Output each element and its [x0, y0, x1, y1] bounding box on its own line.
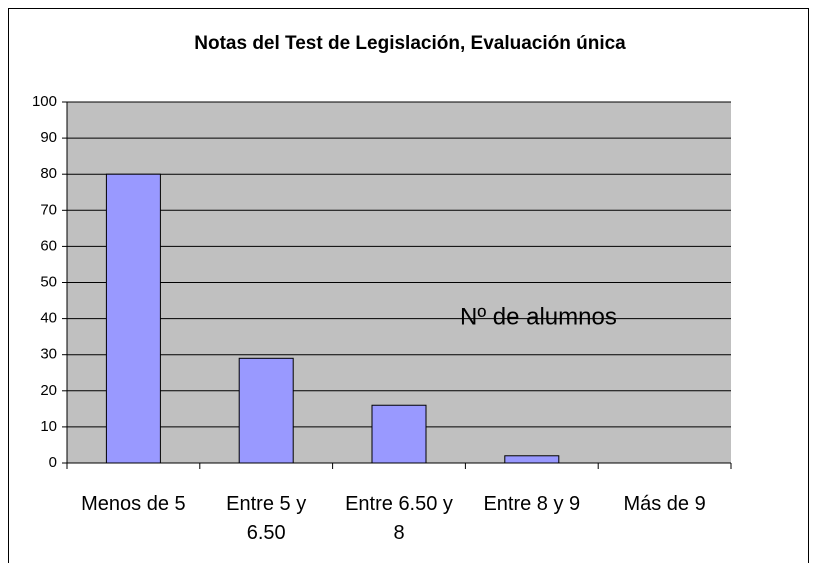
y-tick-label: 20: [40, 382, 57, 399]
y-tick-label: 0: [49, 454, 57, 471]
y-tick-label: 70: [40, 201, 57, 218]
bar: [238, 357, 294, 464]
bar: [105, 173, 161, 464]
x-tick-label: Entre 8 y 9: [483, 493, 581, 515]
x-tick-label: Más de 9: [623, 493, 706, 515]
y-tick-label: 60: [40, 237, 57, 254]
x-tick-label: Menos de 5: [81, 493, 186, 515]
legend-label: Nº de alumnos: [460, 303, 617, 330]
bar: [371, 404, 427, 464]
y-tick-label: 100: [32, 93, 57, 110]
x-tick-label: Entre 5 y 6.50: [226, 493, 307, 544]
y-tick-label: 40: [40, 310, 57, 327]
y-tick-label: 30: [40, 346, 57, 363]
bar: [504, 455, 560, 464]
x-tick-label: Entre 6.50 y 8: [345, 493, 453, 544]
y-tick-label: 10: [40, 418, 57, 435]
y-tick-label: 90: [40, 129, 57, 146]
y-tick-label: 80: [40, 165, 57, 182]
y-tick-label: 50: [40, 273, 57, 290]
chart-title: Notas del Test de Legislación, Evaluació…: [194, 33, 626, 54]
